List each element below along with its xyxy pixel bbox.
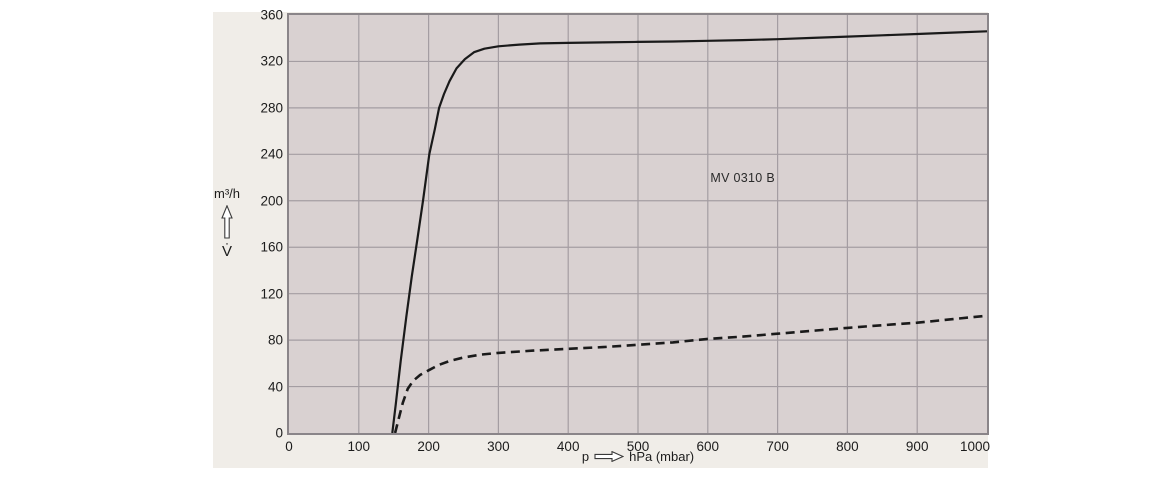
y-tick-label: 360 — [260, 7, 283, 23]
x-tick-label: 500 — [626, 439, 650, 454]
y-axis-symbol-label: V̇ — [221, 243, 232, 260]
x-axis-title: p hPa (mbar) — [289, 447, 987, 465]
x-axis-tick-labels: 0 100 200 300 400 500 600 700 800 900 1000 — [285, 439, 991, 457]
x-tick-label: 200 — [417, 439, 440, 454]
y-tick-label: 320 — [260, 53, 283, 69]
up-arrow-icon — [221, 205, 233, 239]
y-tick-label: 280 — [260, 100, 283, 116]
volume-flow-solid-curve — [391, 30, 987, 433]
plot-area: MV 0310 B — [287, 13, 989, 435]
x-tick-label: 900 — [905, 439, 929, 454]
x-tick-label: 300 — [487, 439, 510, 454]
x-tick-label: 800 — [836, 439, 859, 454]
x-tick-label: 400 — [556, 439, 580, 454]
y-tick-label: 240 — [260, 146, 283, 162]
plot-svg — [289, 15, 987, 433]
y-tick-label: 160 — [260, 239, 283, 255]
volume-flow-dashed-curve — [393, 314, 987, 433]
y-tick-label: 80 — [267, 332, 283, 348]
x-tick-label: 1000 — [959, 439, 991, 454]
y-axis-tick-labels: 0 40 80 120 160 200 240 280 320 360 — [213, 8, 283, 441]
y-axis-unit-label: m³/h — [214, 186, 240, 201]
right-arrow-icon — [594, 450, 625, 462]
y-tick-label: 200 — [260, 193, 283, 209]
x-tick-label: 0 — [285, 439, 293, 454]
x-axis-symbol-label: p — [581, 448, 590, 464]
x-tick-label: 600 — [696, 439, 720, 454]
x-tick-label: 700 — [766, 439, 789, 454]
x-tick-label: 100 — [347, 439, 371, 454]
y-tick-label: 40 — [267, 379, 283, 395]
y-axis-title: m³/h V̇ — [199, 186, 255, 260]
y-tick-label: 0 — [275, 425, 283, 441]
x-axis-unit-label: hPa (mbar) — [629, 448, 695, 464]
chart-annotation: MV 0310 B — [710, 170, 775, 185]
y-tick-label: 120 — [260, 286, 283, 302]
